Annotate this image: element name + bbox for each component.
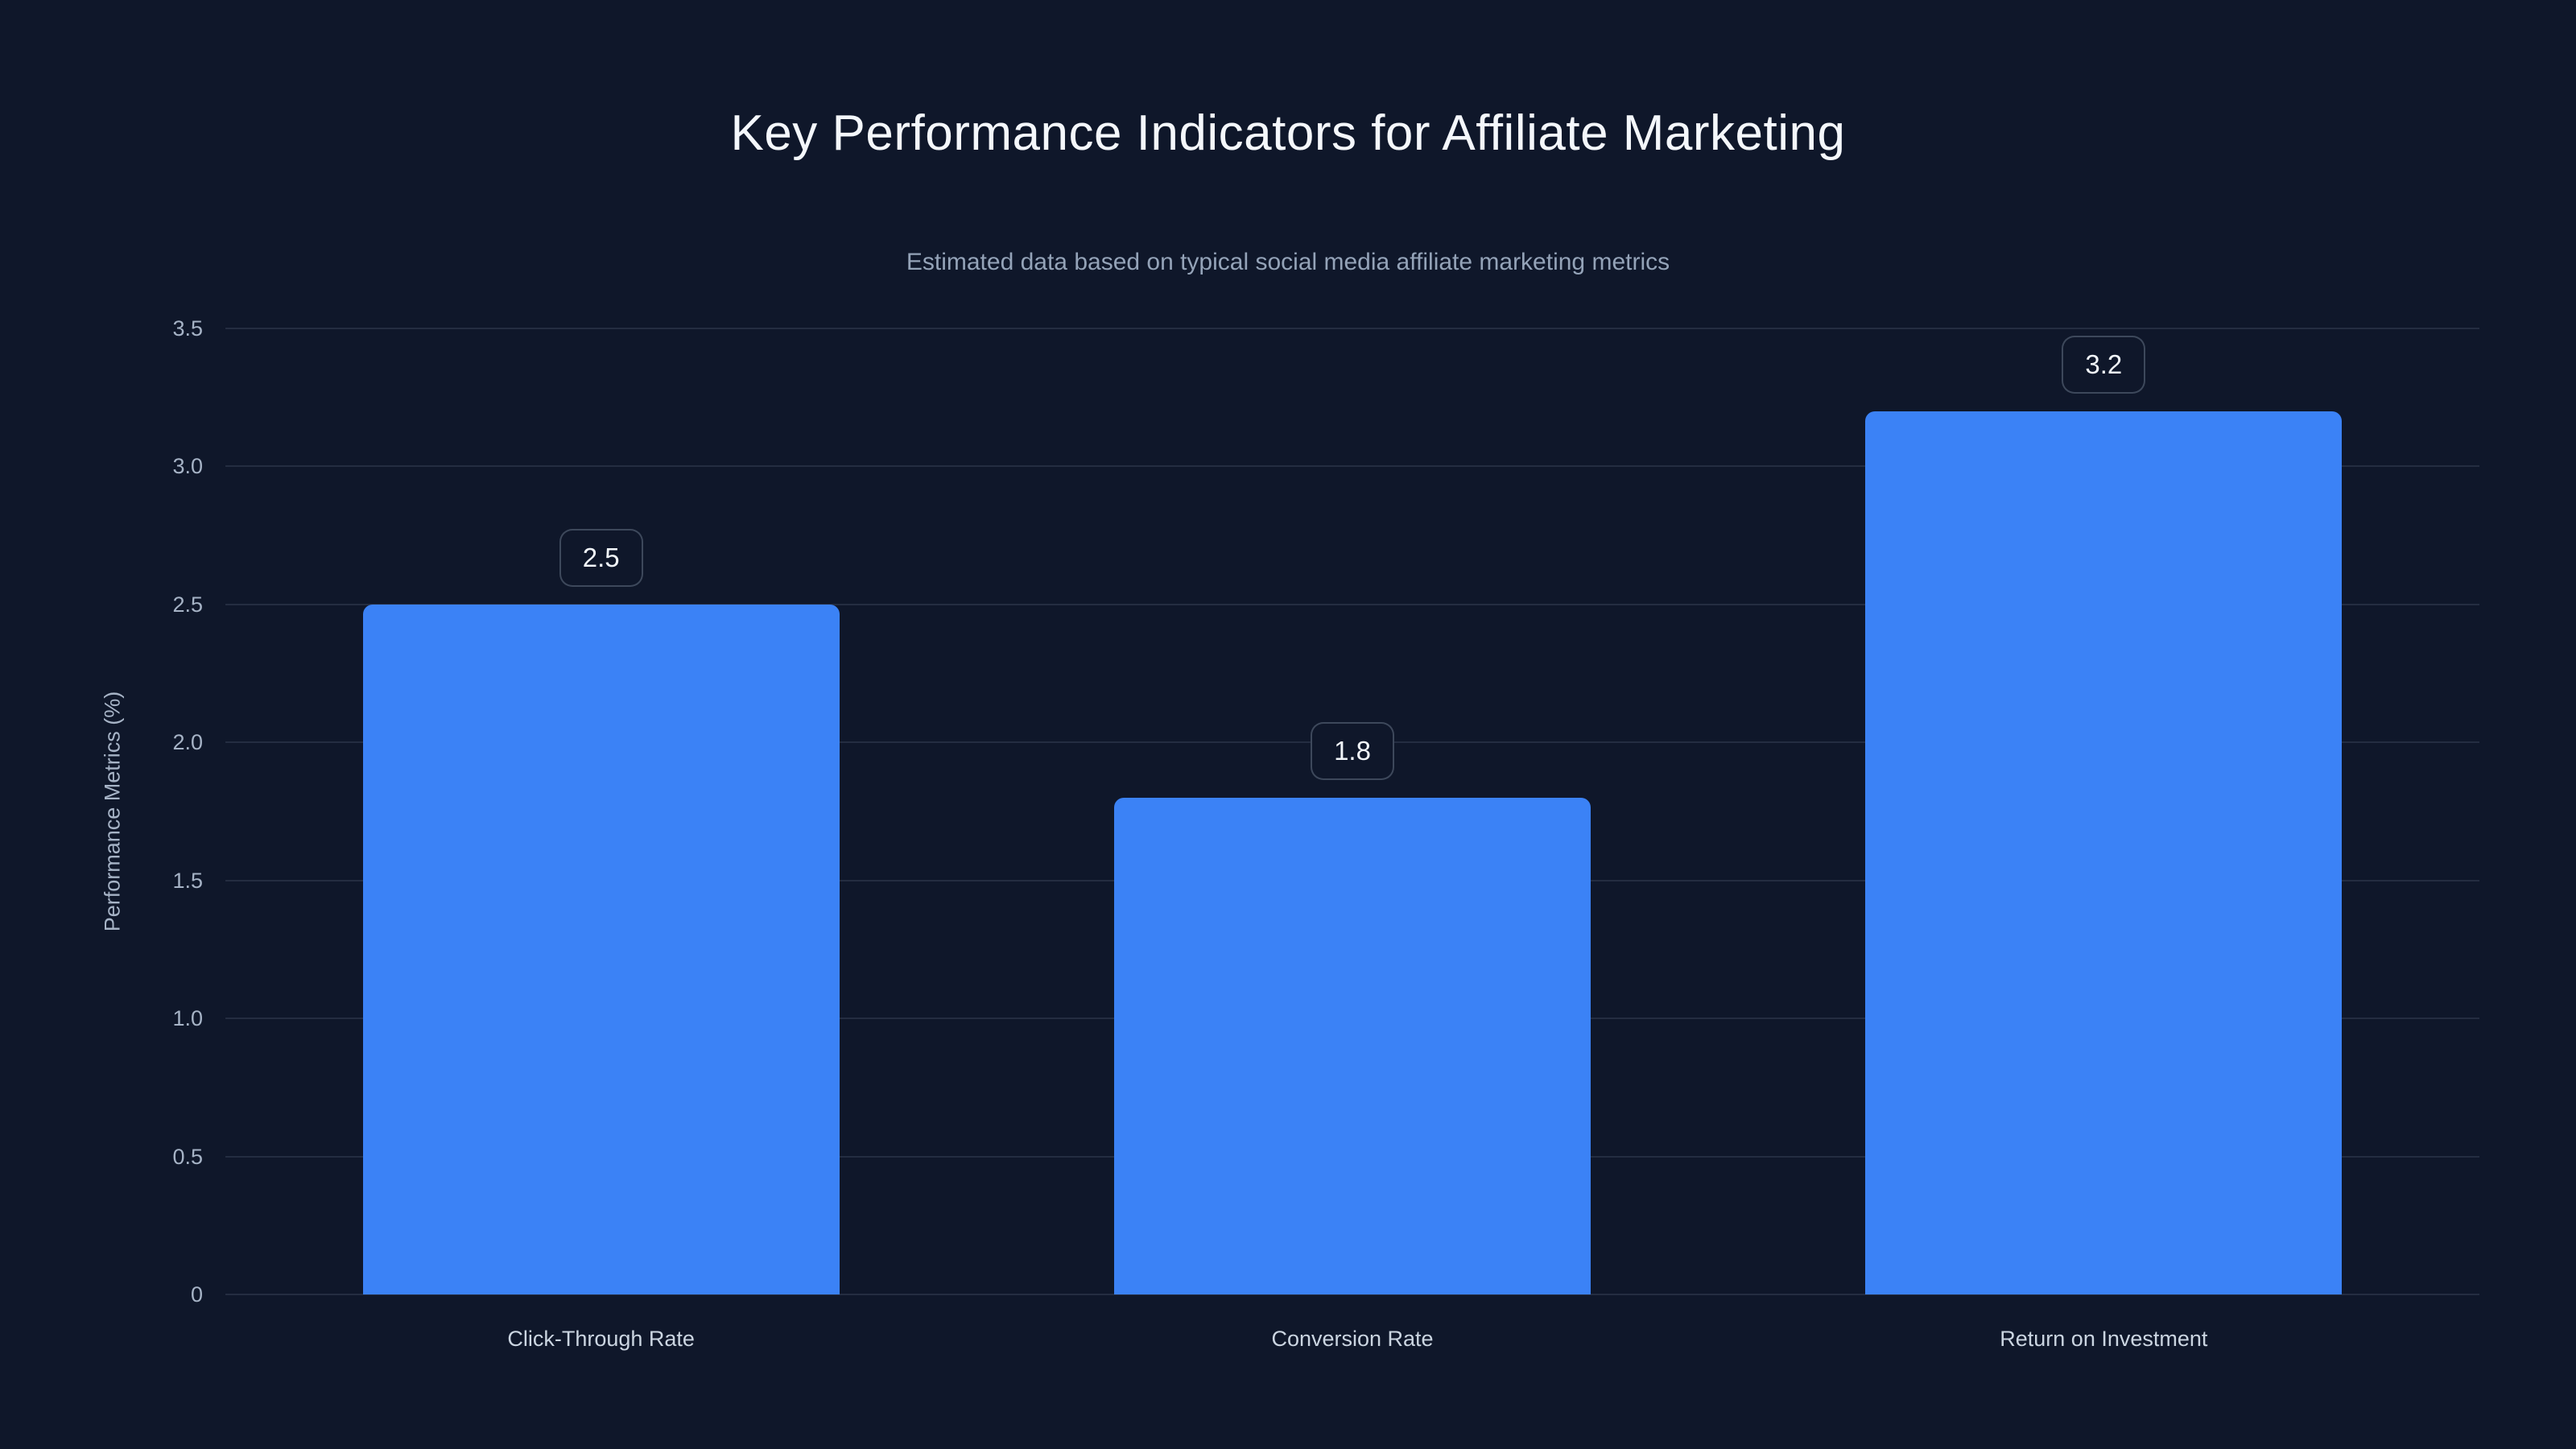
value-badge-2: 3.2 — [2062, 335, 2146, 394]
y-axis-label: Performance Metrics (%) — [100, 691, 125, 932]
y-tick-label-3.0: 3.0 — [172, 454, 203, 479]
y-tick-label-2.0: 2.0 — [172, 730, 203, 755]
gridline-y-2.5 — [225, 603, 2479, 605]
y-tick-label-0: 0 — [190, 1282, 203, 1307]
gridline-y-0 — [225, 1294, 2479, 1295]
y-tick-label-2.5: 2.5 — [172, 592, 203, 617]
bar-1 — [1114, 797, 1591, 1294]
category-label-1: Conversion Rate — [1271, 1327, 1434, 1351]
y-tick-label-1.5: 1.5 — [172, 868, 203, 893]
y-tick-label-1.0: 1.0 — [172, 1006, 203, 1031]
value-badge-1: 1.8 — [1311, 721, 1394, 780]
value-badge-0: 2.5 — [559, 528, 643, 587]
chart-subtitle: Estimated data based on typical social m… — [906, 249, 1670, 275]
category-label-0: Click-Through Rate — [507, 1327, 695, 1351]
y-tick-label-0.5: 0.5 — [172, 1144, 203, 1169]
bar-2 — [1865, 411, 2343, 1294]
bar-0 — [362, 604, 840, 1294]
chart-title: Key Performance Indicators for Affiliate… — [730, 105, 1846, 161]
gridline-y-3.0 — [225, 465, 2479, 468]
category-label-2: Return on Investment — [2000, 1327, 2208, 1351]
y-tick-label-3.5: 3.5 — [172, 316, 203, 341]
gridline-y-3.5 — [225, 328, 2479, 329]
